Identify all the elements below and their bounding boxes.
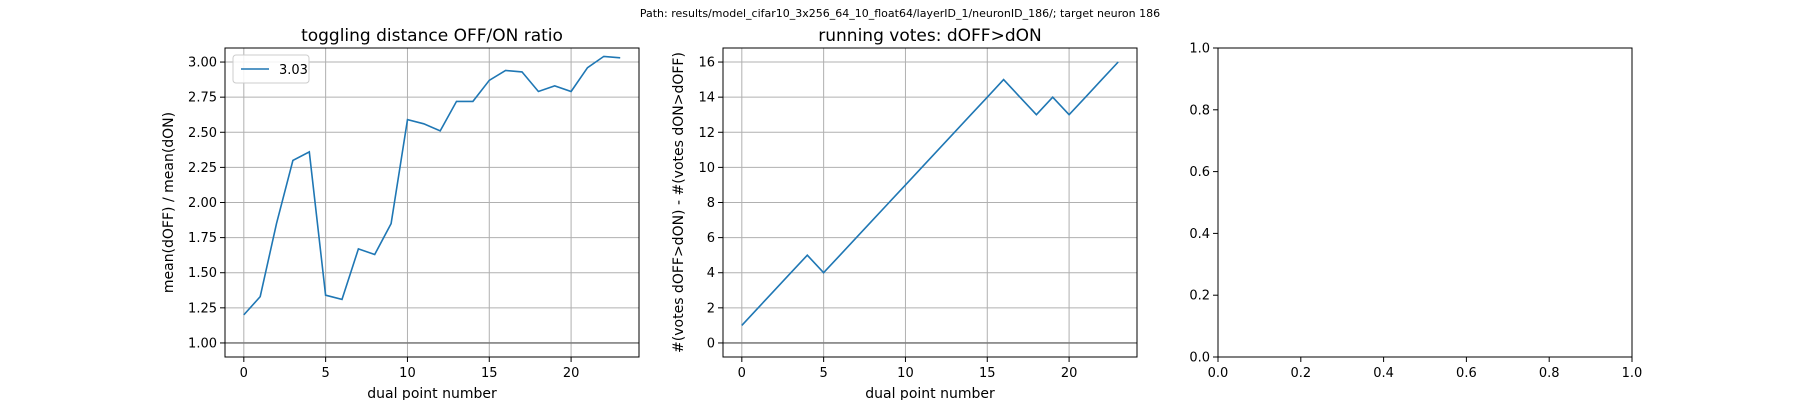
plot-empty: 0.0 0.2 0.4 0.6 0.8 1.0 0.0 0.2 0.4 0.6 0.8 1.0 [1189,42,1642,382]
x-tick-label-0: 0 [738,366,746,381]
figure-suptitle: Path: results/model_cifar10_3x256_64_10_… [640,7,1160,20]
y-tick-label-5: 1.0 [1189,42,1210,57]
y-tick-label-1: 2 [707,301,715,316]
x-tick-label-4: 0.8 [1539,366,1560,381]
y-axis-label: #(votes dOFF>dON) - #(votes dON>dOFF) [671,52,687,353]
y-tick-label-8: 16 [698,56,715,71]
x-tick-label-1: 5 [321,366,329,381]
y-tick-label-0: 0 [707,336,715,351]
x-tick-label-1: 0.2 [1290,366,1311,381]
x-tick-label-2: 10 [399,366,416,381]
x-tick-label-0: 0.0 [1208,366,1229,381]
y-tick-label-3: 1.75 [188,231,217,246]
x-axis-label: dual point number [367,386,497,400]
x-axis-label: dual point number [865,386,995,400]
y-axis-label: mean(dOFF) / mean(dON) [161,112,177,293]
axes-frame [1217,47,1633,358]
x-tick-label-4: 20 [563,366,580,381]
x-tick-label-2: 10 [897,366,914,381]
y-tick-label-4: 8 [707,196,715,211]
y-tick-label-2: 4 [707,266,715,281]
x-tick-label-5: 1.0 [1622,366,1643,381]
legend-box [232,54,310,84]
series-line-0 [741,61,1119,326]
y-tick-label-0: 0.0 [1189,351,1210,366]
x-tick-label-3: 0.6 [1456,366,1477,381]
y-tick-label-8: 3.00 [188,56,217,71]
y-tick-label-4: 2.00 [188,196,217,211]
chart-title: toggling distance OFF/ON ratio [301,26,563,46]
y-tick-label-7: 14 [698,91,715,106]
x-tick-label-3: 15 [979,366,996,381]
y-tick-label-1: 1.25 [188,301,217,316]
series-line-0 [243,55,621,316]
y-tick-label-1: 0.2 [1189,289,1210,304]
plot-ratio: 0 5 10 15 20 1.00 1.25 1.50 1.75 2.00 2.25 2.50 2.75… [161,26,640,400]
plot-running-votes: 0 5 10 15 20 0 2 4 6 8 10 12 14 16 running votes: dOFF… [671,26,1138,400]
chart-title: running votes: dOFF>dON [818,26,1041,46]
y-tick-label-4: 0.8 [1189,103,1210,118]
y-tick-label-6: 2.50 [188,126,217,141]
y-tick-label-7: 2.75 [188,91,217,106]
y-tick-label-5: 2.25 [188,161,217,176]
x-tick-label-4: 20 [1061,366,1078,381]
y-tick-label-6: 12 [698,126,715,141]
y-tick-label-5: 10 [698,161,715,176]
y-tick-label-2: 1.50 [188,266,217,281]
y-tick-label-3: 6 [707,231,715,246]
y-tick-label-0: 1.00 [188,336,217,351]
legend-label: 3.03 [279,63,308,78]
y-tick-label-3: 0.6 [1189,165,1210,180]
x-tick-label-1: 5 [819,366,827,381]
x-tick-label-0: 0 [240,366,248,381]
y-tick-label-2: 0.4 [1189,227,1210,242]
x-tick-label-2: 0.4 [1373,366,1394,381]
x-tick-label-3: 15 [481,366,498,381]
legend: 3.03 [232,54,310,84]
